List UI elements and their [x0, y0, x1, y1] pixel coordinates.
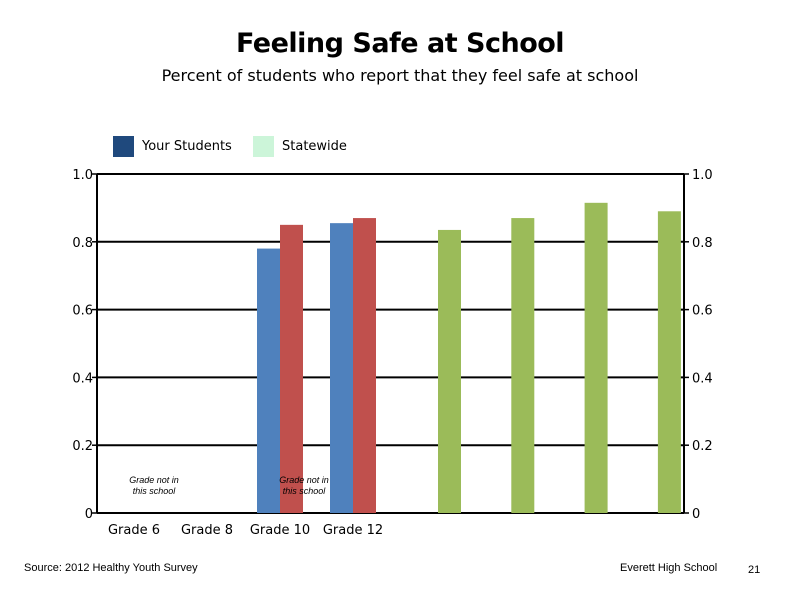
x-tick-label: Grade 12 [323, 523, 383, 538]
legend-swatch-your-students [113, 136, 134, 157]
legend: Your Students Statewide [0, 136, 800, 158]
school-name: Everett High School [620, 562, 718, 574]
y-tick-label-left: 0.4 [72, 371, 93, 386]
y-tick-label-left: 0.6 [72, 304, 93, 319]
annotation-text: this school [133, 486, 177, 496]
legend-label-your-students: Your Students [142, 139, 232, 154]
bar-extra [511, 218, 535, 513]
annotation-text: Grade not in [279, 475, 329, 485]
y-tick-label-right: 0.4 [692, 371, 713, 386]
y-tick-label-right: 0.8 [692, 236, 713, 251]
x-tick-label: Grade 8 [181, 523, 233, 538]
legend-label-statewide: Statewide [282, 139, 347, 154]
y-tick-label-left: 1.0 [72, 168, 93, 183]
bar-extra [438, 229, 461, 513]
bar-extra [584, 202, 608, 513]
y-tick-label-left: 0 [85, 507, 93, 522]
chart-subtitle: Percent of students who report that they… [161, 66, 639, 85]
y-tick-label-left: 0.2 [72, 439, 93, 454]
source-note: Source: 2012 Healthy Youth Survey [24, 562, 198, 574]
y-tick-label-right: 0.6 [692, 304, 713, 319]
y-tick-label-right: 0 [692, 507, 700, 522]
legend-item-statewide: Statewide [253, 136, 347, 157]
y-tick-label-right: 1.0 [692, 168, 713, 183]
bar-your-students [257, 248, 280, 513]
legend-swatch-statewide [253, 136, 274, 157]
bar-statewide [280, 224, 303, 513]
x-tick-label: Grade 10 [250, 523, 310, 538]
bar-extra [657, 211, 681, 514]
bar-your-students [330, 223, 353, 513]
page-number: 21 [748, 564, 761, 576]
y-tick-label-right: 0.2 [692, 439, 713, 454]
annotation-text: Grade not in [129, 475, 179, 485]
y-tick-label-left: 0.8 [72, 236, 93, 251]
chart-title: Feeling Safe at School [235, 28, 565, 59]
legend-item-your-students: Your Students [113, 136, 232, 157]
annotation-text: this school [283, 486, 327, 496]
bar-statewide [353, 218, 376, 513]
x-tick-label: Grade 6 [108, 523, 160, 538]
